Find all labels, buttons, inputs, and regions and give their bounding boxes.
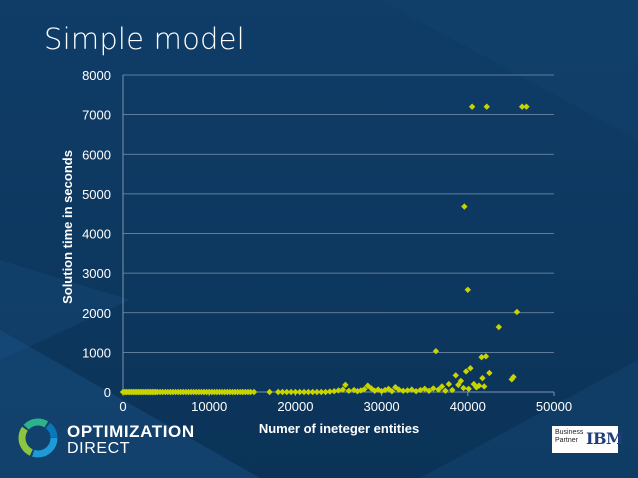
data-point — [438, 383, 446, 390]
data-point — [495, 323, 503, 331]
data-point — [461, 203, 468, 210]
data-point — [309, 388, 316, 396]
data-point — [313, 388, 321, 396]
data-point — [462, 368, 470, 375]
data-point — [247, 388, 254, 396]
data-point — [345, 387, 353, 395]
data-point — [250, 388, 258, 396]
x-tick-label-30000: 30000 — [364, 399, 400, 414]
data-point — [339, 386, 347, 393]
x-tick-label-40000: 40000 — [450, 399, 486, 414]
gridlines — [123, 74, 554, 353]
data-points — [119, 103, 530, 396]
data-point — [361, 386, 368, 393]
badge-line2: Partner — [555, 437, 578, 444]
data-point — [464, 286, 471, 293]
ibm-business-partner-badge: Business Partner IBM — [552, 426, 624, 453]
data-point — [460, 384, 467, 392]
data-point — [266, 388, 273, 396]
data-point — [510, 373, 517, 381]
data-point — [435, 386, 442, 393]
y-tick-label-8000: 8000 — [82, 68, 111, 83]
data-point — [513, 308, 521, 316]
y-tick-label-5000: 5000 — [82, 187, 111, 202]
data-point — [318, 388, 325, 396]
data-point — [479, 374, 486, 382]
data-point — [342, 381, 349, 389]
data-point — [274, 388, 282, 396]
y-tick-label-6000: 6000 — [82, 147, 111, 162]
slide-title: Simple model — [44, 22, 245, 56]
y-tick-label-3000: 3000 — [82, 266, 111, 281]
data-point — [330, 388, 338, 395]
data-point — [483, 103, 490, 110]
data-point — [425, 387, 433, 395]
x-tick-label-50000: 50000 — [536, 399, 572, 414]
x-tick-label-20000: 20000 — [277, 399, 313, 414]
data-point — [468, 103, 476, 110]
data-point — [455, 381, 462, 389]
data-point — [326, 388, 334, 395]
data-point — [486, 369, 493, 377]
data-point — [300, 388, 308, 396]
data-point — [508, 376, 515, 383]
badge-line1: Business — [555, 429, 584, 436]
data-point — [465, 385, 472, 393]
y-tick-label-2000: 2000 — [82, 306, 111, 321]
y-tick-label-0: 0 — [104, 385, 111, 400]
data-point — [292, 388, 299, 396]
x-axis-title: Numer of ineteger entities — [259, 421, 419, 436]
data-point — [480, 383, 488, 390]
logo-name-line2: DIRECT — [67, 440, 131, 457]
data-point — [442, 387, 449, 395]
y-tick-label-7000: 7000 — [82, 108, 111, 123]
x-tick-label-10000: 10000 — [191, 399, 227, 414]
data-point — [449, 386, 456, 394]
data-point — [399, 387, 407, 395]
data-point — [287, 388, 295, 396]
y-tick-labels: 0 1000 2000 3000 4000 5000 6000 7000 8000 — [82, 68, 111, 400]
data-point — [523, 103, 530, 110]
data-point — [430, 385, 437, 392]
data-point — [518, 103, 526, 110]
data-point — [445, 380, 453, 388]
data-point — [404, 387, 411, 394]
circular-ring-logo-icon — [18, 418, 58, 458]
ibm-wordmark: IBM — [586, 429, 624, 448]
data-point — [467, 365, 474, 372]
y-tick-label-4000: 4000 — [82, 227, 111, 242]
data-point — [283, 388, 290, 396]
data-point — [432, 347, 440, 355]
data-point — [335, 387, 342, 394]
x-tick-label-0: 0 — [119, 399, 126, 414]
logo-name-line1: OPTIMIZATION — [67, 422, 195, 441]
optimization-direct-logo: OPTIMIZATION DIRECT — [16, 417, 216, 459]
chart-axes — [122, 75, 555, 396]
data-point — [452, 372, 459, 379]
data-point — [296, 388, 303, 396]
data-point — [475, 382, 483, 389]
data-point — [457, 377, 465, 385]
data-point — [482, 353, 490, 360]
y-tick-label-1000: 1000 — [82, 345, 111, 360]
data-point — [388, 388, 396, 395]
data-point — [322, 388, 329, 396]
data-point — [478, 353, 485, 361]
y-axis-title: Solution time in seconds — [60, 150, 75, 304]
x-tick-labels: 0 10000 20000 30000 40000 50000 — [119, 399, 572, 414]
data-point — [279, 388, 286, 396]
data-point — [305, 388, 312, 396]
